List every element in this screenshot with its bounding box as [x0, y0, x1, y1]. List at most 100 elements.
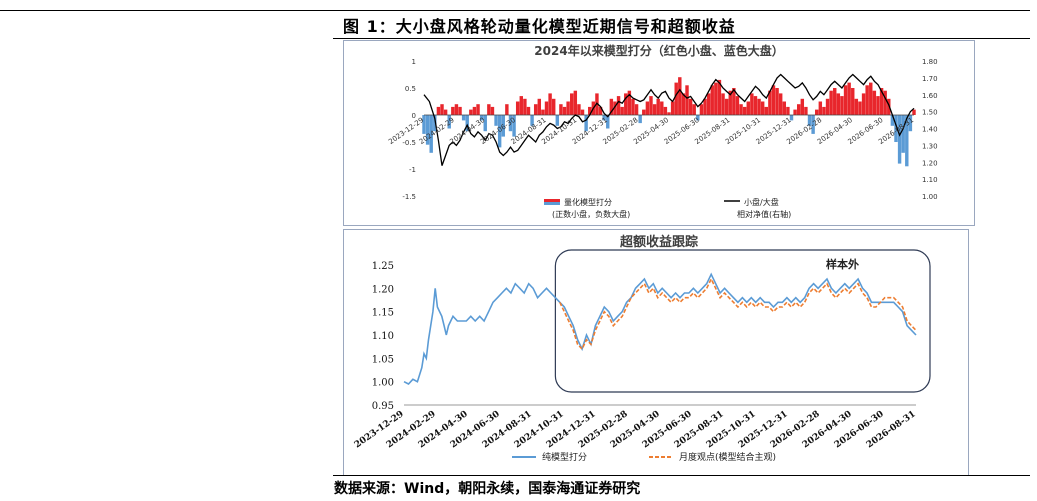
score-bar — [800, 98, 805, 115]
score-bar — [461, 115, 466, 121]
right-axis-tick-label: 1.30 — [922, 142, 938, 150]
score-bar — [494, 115, 498, 126]
score-bar — [476, 104, 480, 115]
score-bar — [717, 79, 722, 115]
right-axis-tick-label: 1.10 — [922, 176, 938, 184]
score-bar — [706, 93, 711, 115]
score-bar — [724, 98, 729, 115]
monthly-view-line — [559, 277, 917, 351]
score-bar — [753, 96, 758, 115]
score-bar — [833, 88, 837, 115]
right-axis-tick-label: 1.00 — [922, 193, 938, 201]
score-bar — [613, 101, 617, 115]
score-bar — [865, 85, 869, 115]
right-axis-tick-label: 1.60 — [922, 92, 938, 100]
y-axis-tick-label: 1.05 — [372, 354, 394, 365]
left-axis-tick-label: 0.5 — [405, 85, 416, 93]
score-bar — [760, 101, 765, 115]
score-bar — [660, 101, 664, 115]
score-bar — [588, 106, 592, 115]
out-of-sample-box — [554, 249, 931, 393]
score-bar — [559, 104, 563, 115]
right-axis-tick-label: 1.80 — [922, 58, 938, 66]
score-bar — [786, 106, 790, 115]
score-chart-panel: 2024年以来模型打分（红色小盘、蓝色大盘） 1 0.5 0 -0.5 -1 -1.5 1.8… — [343, 40, 975, 226]
score-bar — [879, 88, 884, 115]
excess-chart-title: 超额收益跟踪 — [620, 234, 698, 250]
score-bar — [645, 101, 650, 115]
score-bar — [843, 85, 848, 115]
score-bar — [580, 109, 585, 115]
score-bar — [429, 115, 433, 153]
score-bar — [634, 104, 639, 115]
relative-nav-line — [423, 73, 915, 166]
score-bar — [551, 98, 556, 115]
legend-label-nav-note: 相对净值(右轴) — [737, 209, 791, 219]
score-bar — [479, 115, 484, 121]
score-bar — [822, 106, 826, 115]
score-bar — [638, 115, 642, 124]
score-bar — [872, 90, 877, 115]
score-bar — [472, 106, 477, 115]
score-bar — [501, 115, 505, 137]
score-bar — [443, 109, 448, 115]
source-note: 数据来源：Wind，朝阳永续，国泰海通证券研究 — [334, 481, 641, 497]
score-bar — [782, 101, 787, 115]
score-bar — [570, 93, 574, 115]
score-bar — [854, 98, 859, 115]
score-bar — [825, 98, 830, 115]
score-bar — [584, 115, 588, 132]
score-bar — [742, 106, 747, 115]
score-bar — [912, 109, 916, 115]
score-bar — [649, 96, 653, 115]
score-bar — [663, 106, 668, 115]
score-chart: 2024年以来模型打分（红色小盘、蓝色大盘） 1 0.5 0 -0.5 -1 -1.5 1.8… — [387, 43, 938, 219]
score-bar — [667, 112, 671, 115]
score-bar — [627, 90, 632, 115]
score-bar — [631, 98, 635, 115]
score-bar — [616, 96, 621, 115]
score-bar — [829, 90, 833, 115]
score-bar — [566, 101, 570, 115]
score-bar — [840, 96, 844, 115]
score-bar — [807, 115, 812, 126]
score-bar — [775, 88, 779, 115]
score-bar — [483, 115, 487, 132]
legend-swatch-score-negative — [544, 202, 560, 205]
score-bar — [804, 106, 808, 115]
score-bar — [721, 93, 725, 115]
legend-label-nav: 小盘/大盘 — [744, 197, 779, 207]
score-bar — [851, 88, 855, 115]
score-bar — [876, 96, 880, 115]
score-chart-title: 2024年以来模型打分（红色小盘、蓝色大盘） — [534, 43, 783, 58]
score-bar — [688, 98, 693, 115]
score-bar — [537, 98, 542, 115]
left-axis-tick-label: -1.5 — [402, 193, 416, 201]
left-axis-tick-label: 1 — [412, 58, 416, 66]
score-bar — [897, 115, 902, 164]
score-bar — [778, 93, 783, 115]
excess-return-chart-panel: 超额收益跟踪 1.25 1.20 1.15 1.10 1.05 1.00 0.95 样本外 202… — [343, 229, 969, 476]
score-bar — [696, 115, 700, 121]
score-bar — [815, 109, 819, 115]
score-bar — [642, 109, 646, 115]
score-bar — [425, 115, 430, 145]
right-axis-tick-label: 1.20 — [922, 159, 938, 167]
score-bar — [515, 101, 520, 115]
score-bar — [746, 101, 750, 115]
score-bar — [533, 104, 538, 115]
title-rule — [333, 38, 1030, 39]
score-bar — [555, 115, 560, 126]
score-bar — [764, 106, 768, 115]
score-bar — [562, 106, 567, 115]
left-axis-tick-label: 0 — [412, 112, 416, 120]
score-bar — [836, 93, 841, 115]
score-bar — [487, 104, 491, 115]
score-bar — [526, 106, 531, 115]
score-bar — [678, 77, 682, 115]
score-bar — [447, 115, 451, 129]
score-bar — [757, 98, 761, 115]
score-bar — [796, 104, 801, 115]
figure-title: 图 1：大小盘风格轮动量化模型近期信号和超额收益 — [343, 17, 736, 36]
legend-label-pure-model: 纯模型打分 — [542, 451, 587, 463]
